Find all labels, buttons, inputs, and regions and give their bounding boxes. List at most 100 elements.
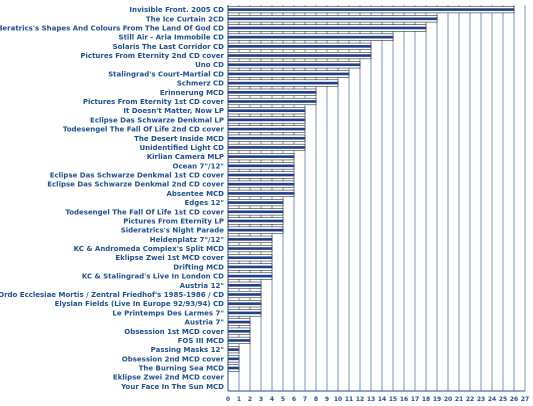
category-label: Sideratrics's Shapes And Colours From Th… [0,24,224,32]
bar-stripe [228,219,283,223]
category-label: KC & Stalingrad's Live In London CD [82,273,224,281]
bar-stripe [228,118,305,122]
category-label: Pictures From Eternity LP [123,217,224,225]
bar-stripe [228,146,305,149]
category-label: Kirlian Camera MLP [147,153,224,161]
bar-stripe [228,54,371,57]
category-label: Unidentified Light CD [139,144,224,152]
axes [227,5,525,392]
x-tick-label: 6 [292,396,296,403]
bar-stripe [228,164,294,168]
x-tick-label: 4 [270,396,274,403]
x-tick-label: 0 [226,396,230,403]
bar-stripe [228,357,239,361]
x-tick-label: 27 [521,396,529,403]
x-tick-label: 15 [389,396,397,403]
bar-stripe [228,329,250,333]
bar-stripe [228,182,294,186]
bar-stripe [228,109,305,113]
bar-stripe [228,302,261,306]
category-label: Edges 12" [184,199,224,207]
bar-stripe [228,210,283,214]
bar-stripe [228,192,294,195]
x-tick-label: 3 [259,396,263,403]
x-tick-label: 22 [466,396,474,403]
category-label: Erinnerung MCD [160,89,224,97]
bar-stripe [228,293,261,296]
category-label: Solaris The Last Corridor CD [113,43,225,51]
category-label: Pictures From Eternity 1st CD cover [83,98,225,106]
bars [227,6,515,372]
category-label: Austria 12" [180,282,224,290]
category-label: KC & Andromeda Complex's Split MCD [74,245,225,253]
x-tick-label: 17 [411,396,419,403]
bar-stripe [228,339,250,342]
x-tick-label: 20 [444,396,452,403]
bar-stripe [228,100,316,103]
bar-stripe [228,45,371,48]
bar-stripe [228,238,272,241]
category-label: FOS III MCD [178,337,225,345]
category-label: Absentee MCD [166,190,224,198]
x-tick-label: 19 [433,396,441,403]
bar-stripe [228,265,272,269]
x-tick-label: 2 [248,396,252,403]
bar-stripe [228,26,426,30]
x-tick-label: 14 [378,396,386,403]
x-tick-label: 23 [477,396,485,403]
category-label: Austria 7" [185,319,224,327]
category-label: Eclipse Das Schwarze Denkmal 2nd CD cove… [47,181,224,189]
bar-stripe [228,81,338,85]
category-label: Eclipse Das Schwarze Denkmal 1st CD cove… [50,172,225,180]
x-tick-label: 9 [325,396,329,403]
bar-stripe [228,348,239,351]
grid [227,5,526,391]
category-label: Ordo Ecclesiae Mortis / Zentral Friedhof… [0,291,224,299]
x-tick-label: 8 [314,396,318,403]
category-label: Uno CD [195,61,224,69]
bar-stripe [228,256,272,260]
bar-stripe [228,247,272,250]
category-label: Ocean 7"/12" [173,162,224,170]
x-tick-label: 5 [281,396,285,403]
category-label: Stalingrad's Court-Martial CD [108,70,224,78]
x-tick-label: 18 [422,396,430,403]
category-label: Eklipse Zwei 2nd MCD cover [113,374,225,382]
category-label: Todesengel The Fall Of Life 1st CD cover [65,208,224,216]
bar-stripe [228,228,283,232]
bar-stripe [228,8,514,11]
x-tick-label: 1 [237,396,241,403]
bar-stripe [228,201,283,204]
x-tick-label: 13 [367,396,375,403]
x-tick-label: 7 [303,396,307,403]
category-label: The Burning Sea MCD [139,365,225,373]
bar-stripe [228,17,437,21]
x-tick-label: 26 [510,396,518,403]
category-label: Drifting MCD [173,263,224,271]
category-label: It Doesn't Matter, Now LP [123,107,224,115]
category-label: Le Printemps Des Larmes 7" [112,309,224,317]
x-tick-label: 24 [488,396,496,403]
category-label: The Ice Curtain 2CD [146,15,224,23]
x-tick-label: 10 [334,396,342,403]
bar-stripe [228,127,305,131]
category-label: Elysian Fields (Live In Europe 92/93/94)… [55,300,225,308]
x-tick-label: 12 [356,396,364,403]
category-label: Schmerz CD [177,80,224,88]
category-label: Eclipse Das Schwarze Denkmal LP [90,116,224,124]
x-tick-label: 21 [455,396,463,403]
bar-stripe [228,320,250,324]
bar-stripe [228,283,261,287]
bar-stripe [228,35,393,39]
category-label: Eklipse Zwei 1st MCD cover [115,254,224,262]
bar-stripe [228,72,349,76]
category-label: Todesengel The Fall Of Life 2nd CD cover [63,126,225,134]
category-label: Pictures From Eternity 2nd CD cover [80,52,224,60]
bar-stripe [228,63,360,67]
category-label: Your Face In The Sun MCD [120,383,224,391]
bar-stripe [228,366,239,370]
bar-stripe [228,90,316,94]
bar-stripe [228,311,261,315]
